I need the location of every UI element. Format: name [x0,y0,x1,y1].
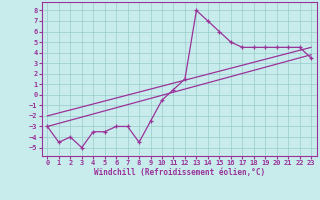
X-axis label: Windchill (Refroidissement éolien,°C): Windchill (Refroidissement éolien,°C) [94,168,265,177]
